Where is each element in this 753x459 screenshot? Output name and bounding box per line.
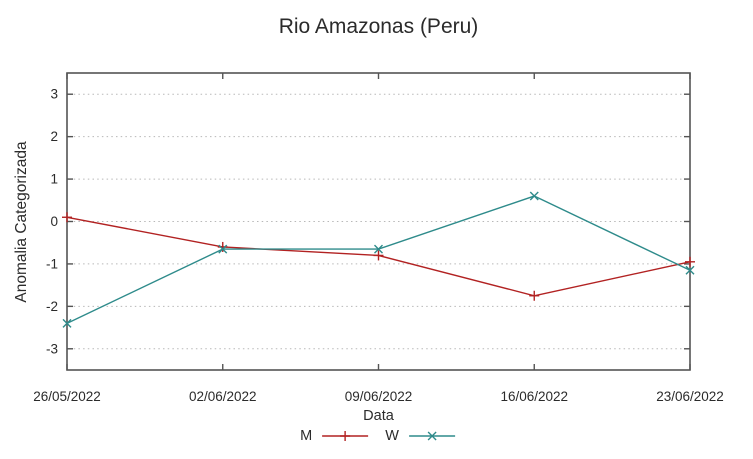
legend-label-W: W	[385, 428, 399, 444]
y-tick-label: -1	[46, 256, 58, 271]
x-tick-label: 09/06/2022	[345, 389, 413, 404]
legend-label-M: M	[300, 428, 313, 444]
y-tick-label: -3	[46, 341, 58, 356]
x-tick-label: 16/06/2022	[500, 389, 568, 404]
y-tick-label: 2	[50, 129, 58, 144]
y-tick-label: 0	[50, 214, 58, 229]
legend-sample-W	[408, 431, 455, 441]
x-axis-label: Data	[363, 408, 394, 424]
axis-ticks	[66, 73, 691, 370]
series-W	[62, 191, 695, 328]
gridlines	[69, 93, 688, 350]
y-tick-label: -2	[46, 299, 58, 314]
y-tick-label: 3	[50, 87, 58, 102]
x-tick-label: 23/06/2022	[656, 389, 724, 404]
legend-sample-M	[322, 431, 369, 441]
legend-item-M: M	[300, 428, 369, 444]
chart-title: Rio Amazonas (Peru)	[278, 15, 479, 38]
x-tick-label: 02/06/2022	[189, 389, 257, 404]
legend-item-W: W	[385, 428, 456, 444]
series-M	[62, 212, 695, 301]
y-tick-label: 1	[50, 172, 58, 187]
x-tick-label: 26/05/2022	[33, 389, 101, 404]
